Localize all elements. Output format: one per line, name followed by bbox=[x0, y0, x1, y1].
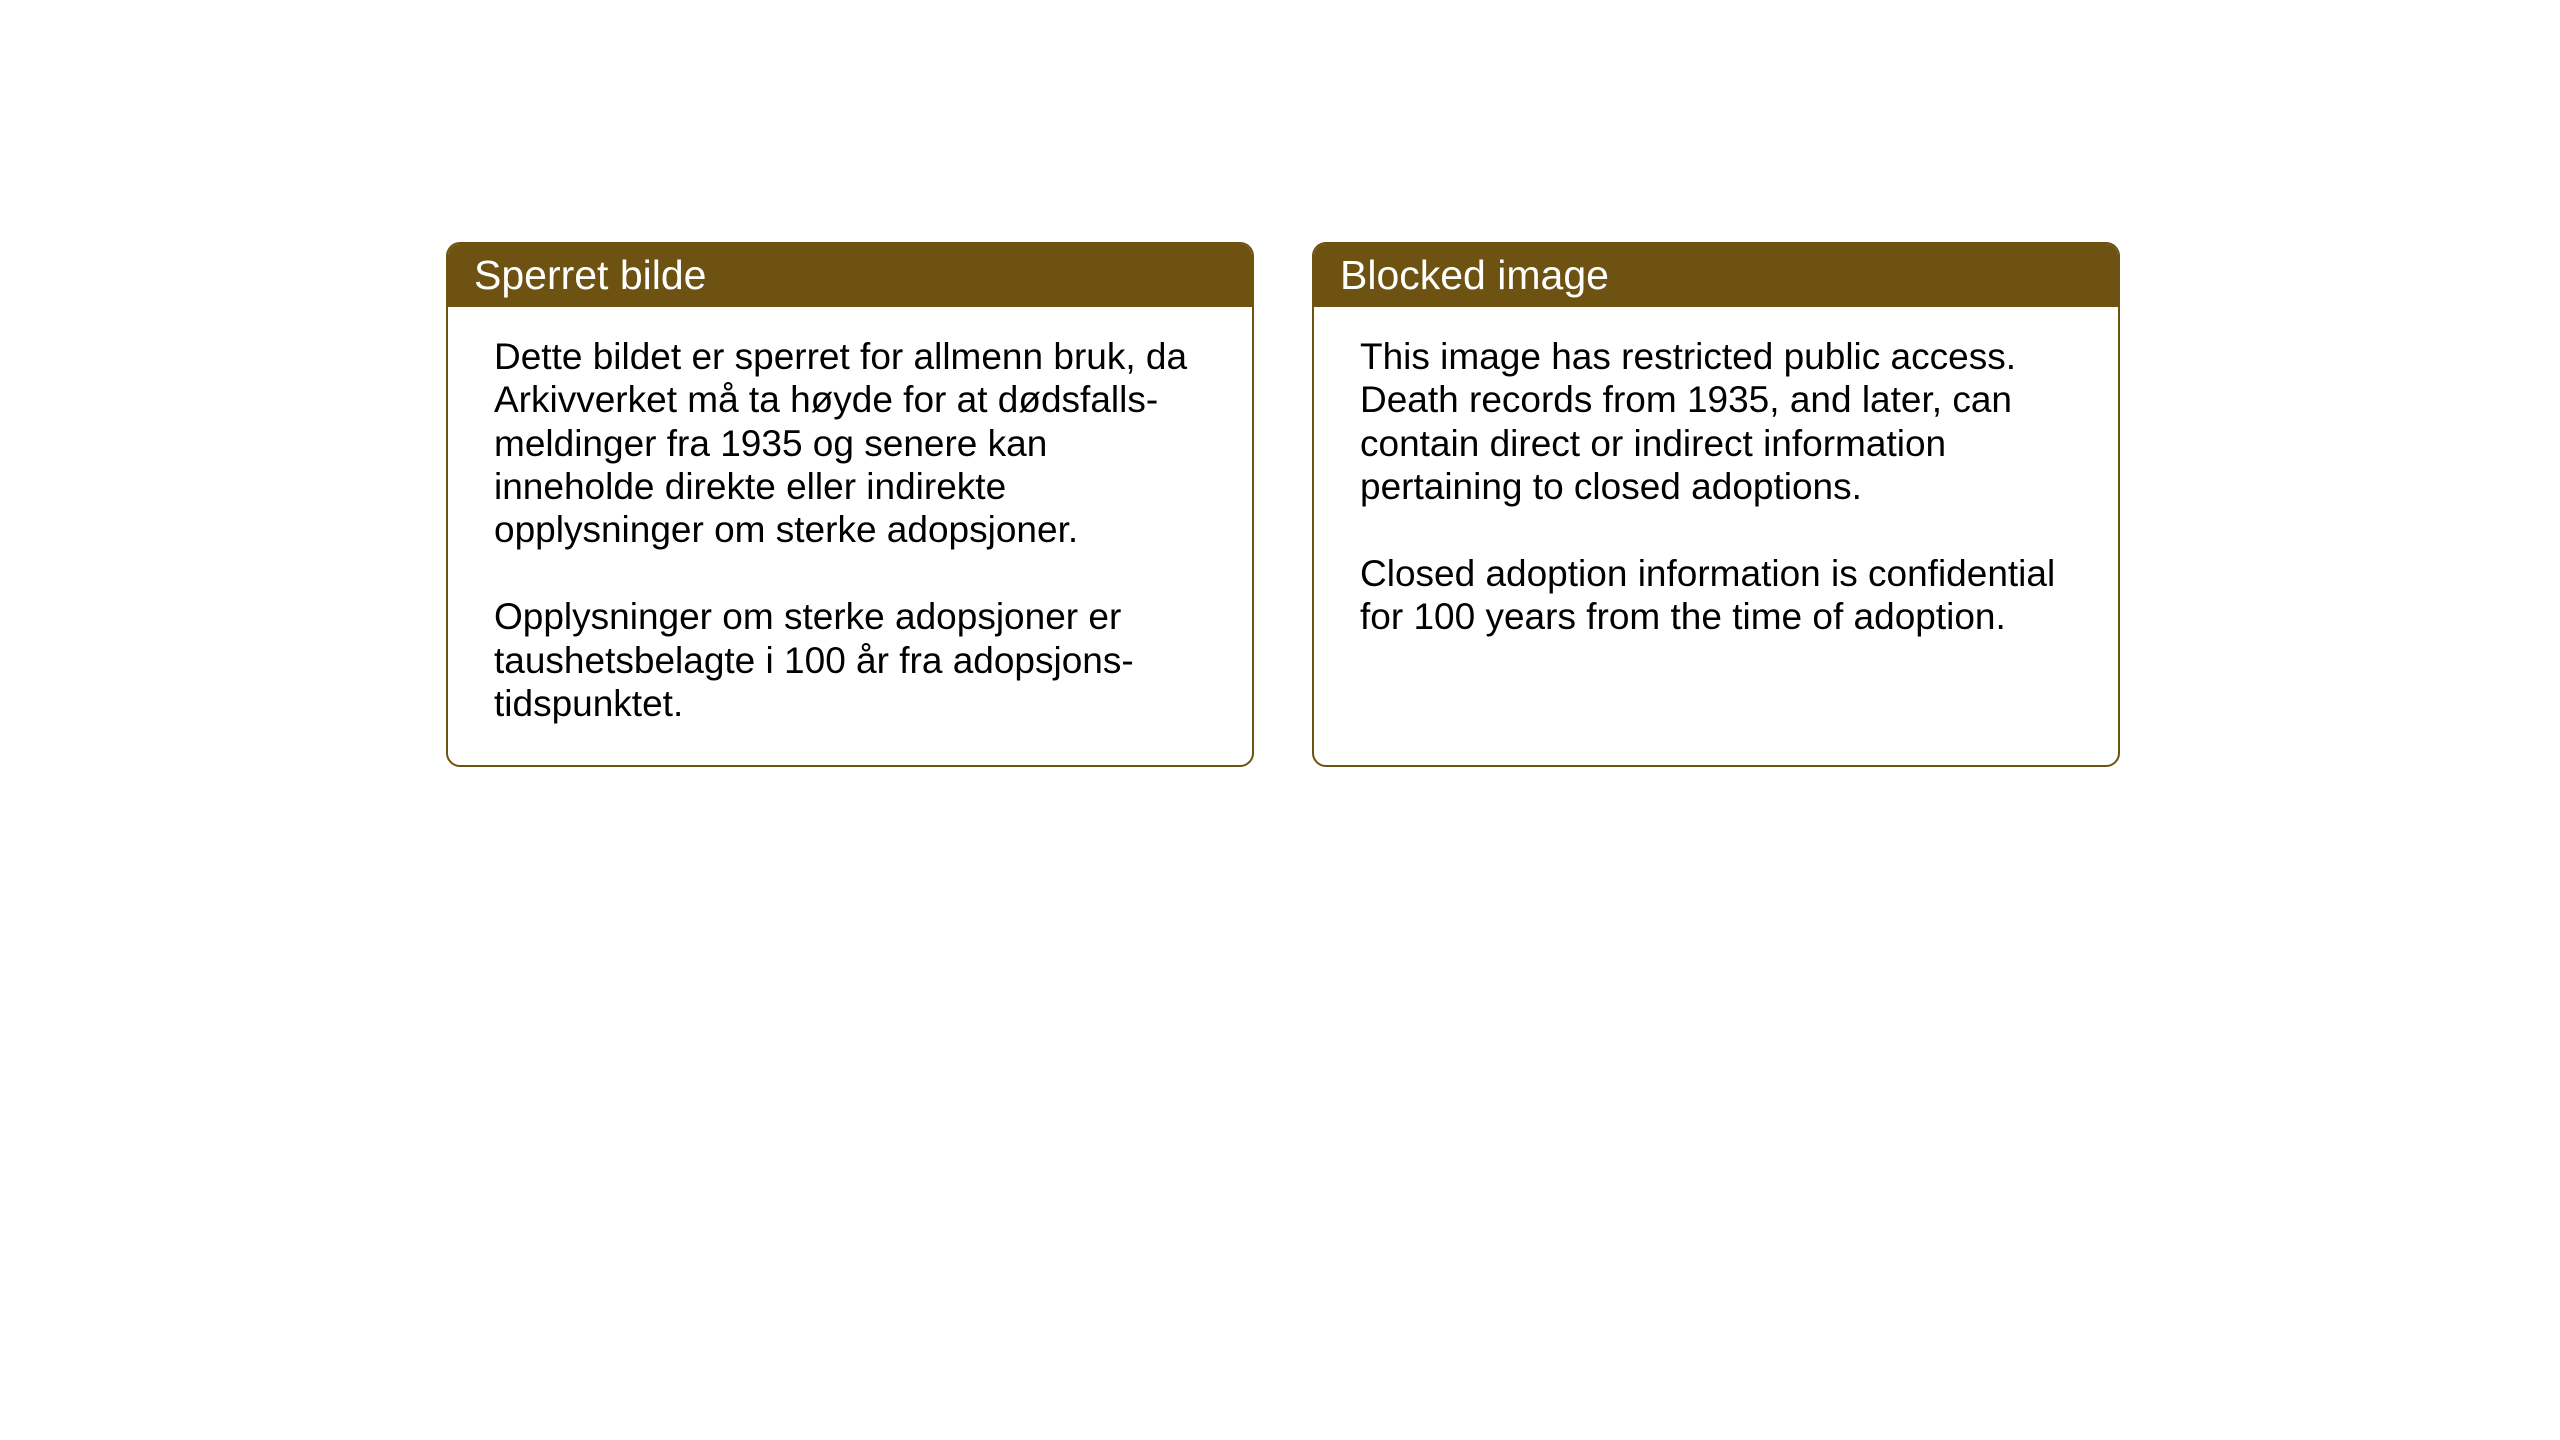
norwegian-paragraph-2: Opplysninger om sterke adopsjoner er tau… bbox=[494, 595, 1206, 725]
english-card-body: This image has restricted public access.… bbox=[1314, 307, 2118, 731]
norwegian-card-body: Dette bildet er sperret for allmenn bruk… bbox=[448, 307, 1252, 765]
norwegian-notice-card: Sperret bilde Dette bildet er sperret fo… bbox=[446, 242, 1254, 767]
english-card-title: Blocked image bbox=[1314, 244, 2118, 307]
english-paragraph-1: This image has restricted public access.… bbox=[1360, 335, 2072, 508]
notice-cards-container: Sperret bilde Dette bildet er sperret fo… bbox=[446, 242, 2120, 767]
english-paragraph-2: Closed adoption information is confident… bbox=[1360, 552, 2072, 639]
norwegian-card-title: Sperret bilde bbox=[448, 244, 1252, 307]
norwegian-paragraph-1: Dette bildet er sperret for allmenn bruk… bbox=[494, 335, 1206, 551]
english-notice-card: Blocked image This image has restricted … bbox=[1312, 242, 2120, 767]
